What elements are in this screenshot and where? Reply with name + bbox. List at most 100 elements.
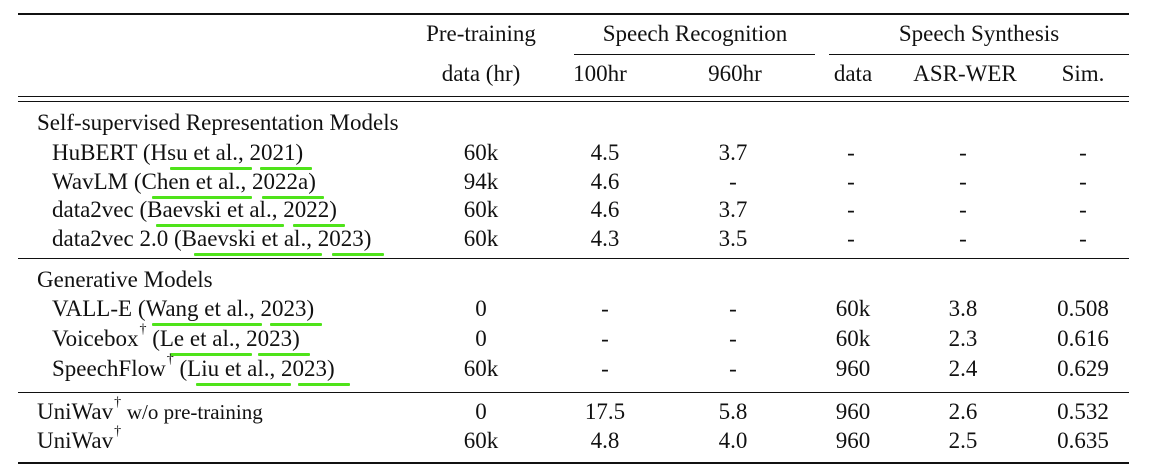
recognition-underline — [574, 54, 815, 55]
citation-year-link[interactable]: 2022a — [252, 169, 309, 194]
citation-author-link[interactable]: Baevski et al., — [181, 226, 312, 251]
model-label: UniWav — [37, 428, 114, 453]
model-name: WavLM (Chen et al., 2022a) — [52, 168, 316, 196]
model-label: HuBERT — [52, 140, 138, 165]
citation: (Le et al., 2023) — [152, 326, 300, 351]
dagger-mark: † — [166, 352, 174, 368]
cell-100hr: 4.6 — [590, 169, 620, 194]
cell-asr-wer: 2.4 — [948, 356, 978, 381]
header-pretraining-line1: Pre-training — [426, 21, 536, 46]
section-rule-1 — [18, 258, 1129, 259]
model-label: UniWav — [37, 399, 114, 424]
cell-960hr: 3.7 — [718, 140, 748, 165]
cell-sim: 0.508 — [1057, 296, 1109, 321]
cell-960hr: - — [729, 326, 737, 351]
header-data: data — [833, 61, 873, 86]
cell-data: - — [847, 169, 855, 194]
cell-asr-wer: - — [959, 169, 967, 194]
model-label: WavLM — [52, 169, 129, 194]
cell-sim: 0.616 — [1057, 326, 1109, 351]
citation-author-link[interactable]: Wang et al., — [145, 296, 255, 321]
citation-year-link[interactable]: 2023 — [317, 226, 364, 251]
cell-asr-wer: 3.8 — [948, 296, 978, 321]
cell-asr-wer: - — [959, 140, 967, 165]
cell-pretraining: 60k — [463, 140, 499, 165]
citation-author-link[interactable]: Chen et al., — [141, 169, 247, 194]
cell-sim: - — [1079, 226, 1087, 251]
cell-960hr: - — [729, 356, 737, 381]
citation-year-link[interactable]: 2023 — [246, 326, 293, 351]
cell-960hr: 5.8 — [718, 399, 748, 424]
section-title-generative: Generative Models — [37, 267, 213, 292]
model-name: SpeechFlow† (Liu et al., 2023) — [52, 352, 335, 383]
bottom-rule — [18, 462, 1129, 464]
citation-highlight — [332, 253, 384, 256]
cell-pretraining: 94k — [463, 169, 499, 194]
citation-highlight — [152, 323, 262, 326]
citation-highlight — [293, 224, 345, 227]
citation-author-link[interactable]: Hsu et al., — [150, 140, 244, 165]
cell-pretraining: 0 — [475, 296, 487, 321]
cell-pretraining: 60k — [463, 197, 499, 222]
citation-highlight — [194, 253, 322, 256]
citation-author-link[interactable]: Baevski et al., — [147, 197, 278, 222]
header-pretraining-line2: data (hr) — [441, 61, 521, 86]
citation: (Chen et al., 2022a) — [133, 169, 316, 194]
cell-data: - — [847, 197, 855, 222]
cell-100hr: - — [601, 296, 609, 321]
header-speech-synthesis: Speech Synthesis — [898, 21, 1060, 46]
model-label: data2vec — [52, 197, 134, 222]
citation: (Liu et al., 2023) — [179, 356, 335, 381]
cell-asr-wer: 2.5 — [948, 428, 978, 453]
cell-pretraining: 0 — [475, 326, 487, 351]
model-label: SpeechFlow — [52, 356, 166, 381]
top-rule — [18, 13, 1129, 15]
synthesis-underline — [829, 54, 1129, 55]
cell-100hr: 4.5 — [590, 140, 620, 165]
citation-year-link[interactable]: 2023 — [281, 356, 328, 381]
citation-highlight — [258, 353, 310, 356]
citation-year-link[interactable]: 2022 — [283, 197, 330, 222]
citation: (Baevski et al., 2022) — [139, 197, 337, 222]
cell-data: 960 — [835, 399, 871, 424]
header-speech-recognition: Speech Recognition — [602, 21, 788, 46]
citation-highlight — [260, 167, 312, 170]
cell-100hr: 17.5 — [584, 399, 626, 424]
cell-pretraining: 60k — [463, 428, 499, 453]
citation-highlight — [262, 196, 324, 199]
cell-960hr: 3.5 — [718, 226, 748, 251]
cell-pretraining: 60k — [463, 356, 499, 381]
citation-author-link[interactable]: Liu et al., — [187, 356, 276, 381]
model-name: UniWav† — [37, 425, 121, 455]
cell-data: 60k — [835, 296, 871, 321]
cell-asr-wer: 2.6 — [948, 399, 978, 424]
cell-asr-wer: 2.3 — [948, 326, 978, 351]
cell-asr-wer: - — [959, 226, 967, 251]
section-title-ssl: Self-supervised Representation Models — [37, 110, 399, 135]
model-name: Voicebox† (Le et al., 2023) — [52, 323, 300, 353]
header-asr-wer: ASR-WER — [913, 61, 1017, 86]
citation-year-link[interactable]: 2023 — [260, 296, 307, 321]
cell-data: - — [847, 226, 855, 251]
cell-960hr: 3.7 — [718, 197, 748, 222]
citation-author-link[interactable]: Le et al., — [159, 326, 241, 351]
citation-highlight — [196, 383, 291, 386]
model-name: UniWav† w/o pre-training — [37, 396, 263, 426]
citation-highlight — [170, 353, 252, 356]
citation-highlight — [170, 167, 252, 170]
citation-highlight — [270, 323, 322, 326]
cell-sim: 0.532 — [1057, 399, 1109, 424]
citation: (Baevski et al., 2023) — [173, 226, 372, 251]
cell-100hr: - — [601, 326, 609, 351]
cell-sim: - — [1079, 197, 1087, 222]
citation: (Hsu et al., 2021) — [142, 140, 304, 165]
citation-highlight — [298, 383, 350, 386]
citation-year-link[interactable]: 2021 — [249, 140, 296, 165]
header-960hr: 960hr — [708, 61, 762, 86]
cell-100hr: - — [601, 356, 609, 381]
cell-sim: 0.635 — [1057, 428, 1109, 453]
model-name: data2vec (Baevski et al., 2022) — [52, 196, 337, 224]
citation-highlight — [156, 224, 284, 227]
model-name: HuBERT (Hsu et al., 2021) — [52, 139, 303, 167]
header-rule-a — [18, 96, 1129, 97]
